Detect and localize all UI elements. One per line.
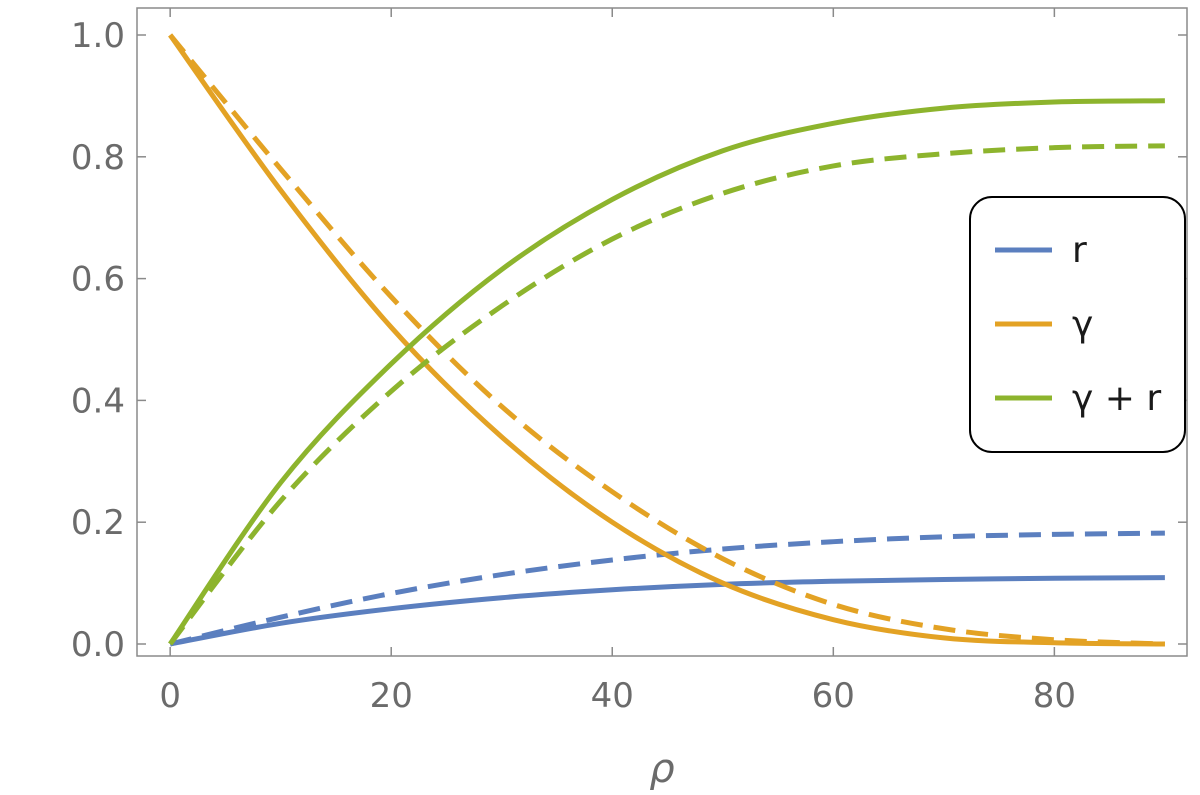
legend-item-r: r <box>995 230 1087 271</box>
legend-label: r <box>1072 230 1087 271</box>
legend-label: γ <box>1072 304 1093 345</box>
series-line-gamma-plus-r-solid <box>168 98 1165 646</box>
y-tick-label: 0.8 <box>71 138 125 178</box>
y-tick-label: 1.0 <box>71 16 125 56</box>
x-tick-label: 60 <box>812 676 855 716</box>
legend-items: rγ γ + r <box>995 230 1161 419</box>
legend-box <box>969 196 1186 453</box>
x-tick-label: 80 <box>1033 676 1076 716</box>
x-axis-label: ρ <box>649 746 674 790</box>
series-line-gamma-solid <box>168 33 1165 647</box>
legend: rγ γ + r <box>969 196 1186 453</box>
x-tick-label: 0 <box>159 676 181 716</box>
legend-item-gamma-plus-r: γ + r <box>995 378 1161 419</box>
y-tick-label: 0.6 <box>71 260 125 300</box>
series-line-gamma-dashed <box>168 33 1165 647</box>
legend-item-gamma: γ <box>995 304 1093 345</box>
plot-frame <box>136 7 1188 657</box>
y-tick-label: 0.0 <box>71 625 125 665</box>
series-line-gamma-plus-r-dashed <box>168 143 1165 646</box>
x-tick-label: 20 <box>370 676 413 716</box>
series-layer <box>168 33 1165 647</box>
legend-label: γ + r <box>1072 378 1161 419</box>
y-tick-label: 0.4 <box>71 381 125 421</box>
ticks-layer: 0 20 40 60 80 0.0 0.2 0.4 0.6 0.8 1.0 <box>71 8 1187 716</box>
x-tick-label: 40 <box>591 676 634 716</box>
y-tick-label: 0.2 <box>71 503 125 543</box>
series-line-r-solid <box>169 575 1165 647</box>
